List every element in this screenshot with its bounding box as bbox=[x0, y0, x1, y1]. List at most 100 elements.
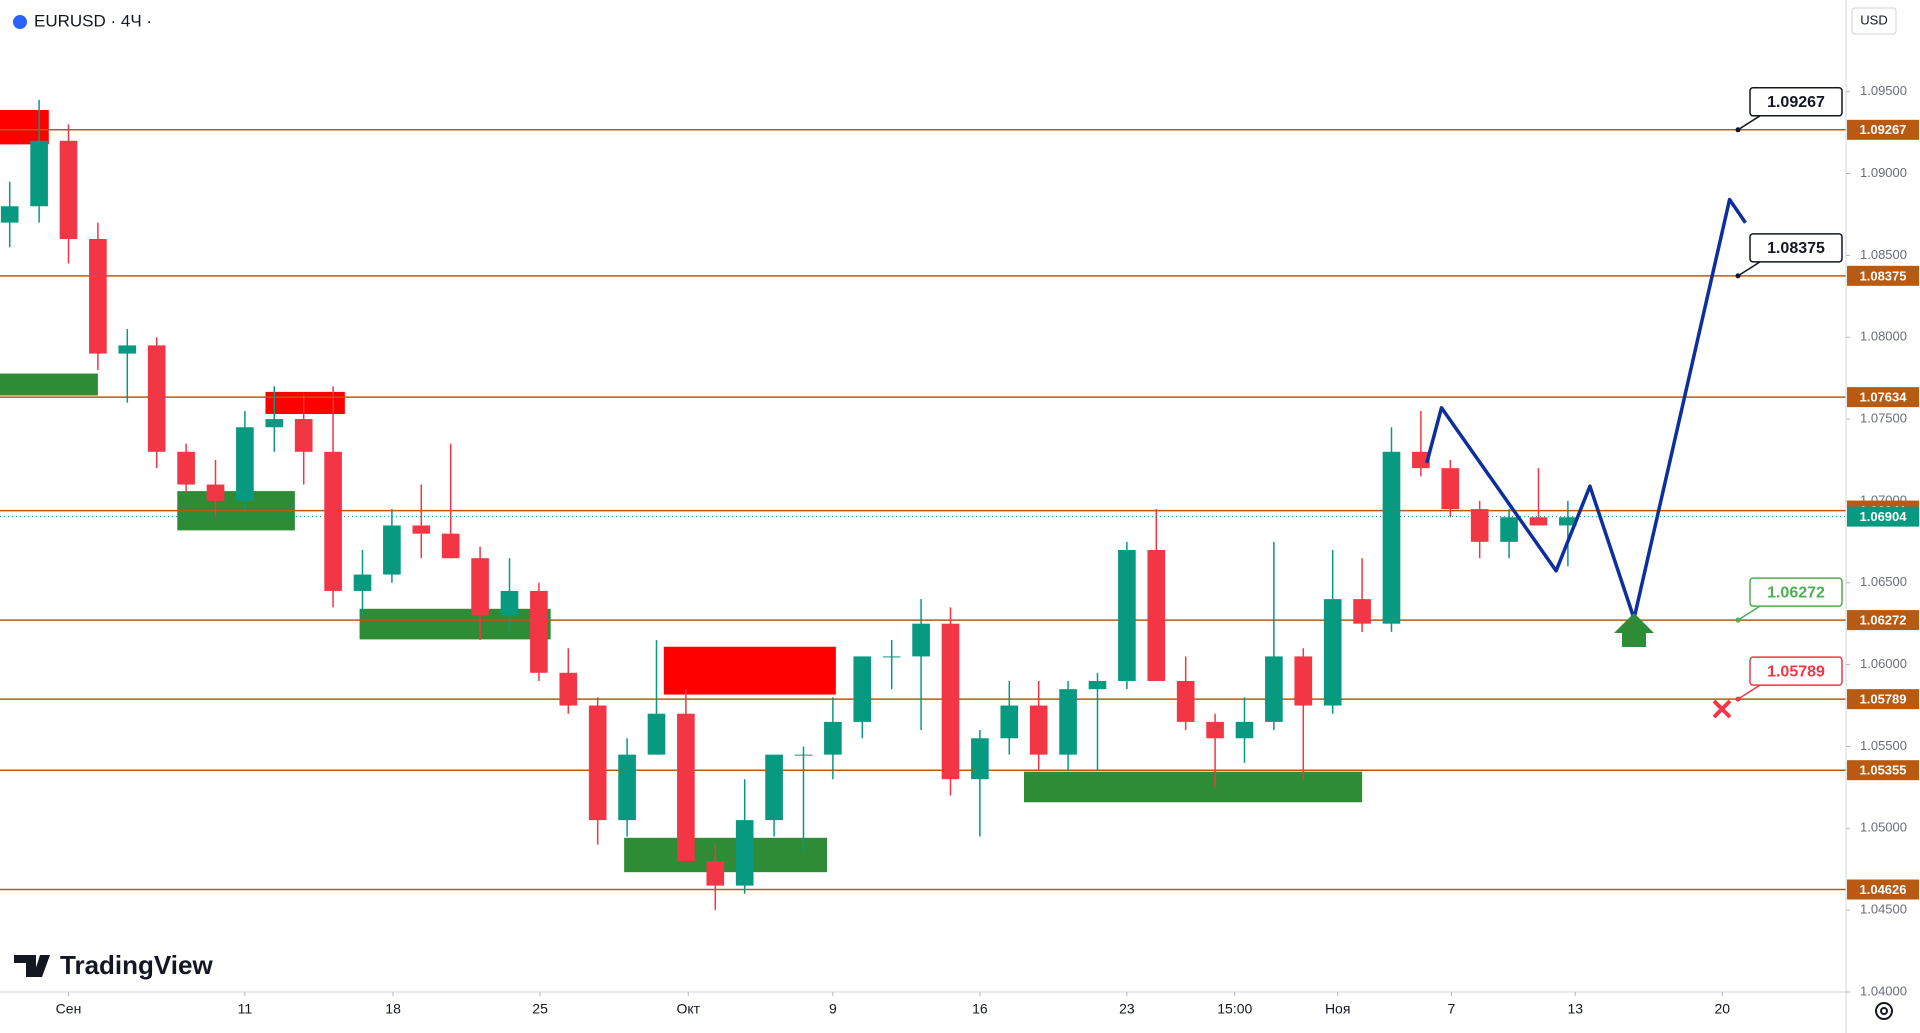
logo: TradingView bbox=[14, 950, 213, 980]
candle-body bbox=[1353, 599, 1371, 624]
level-label-box bbox=[1847, 610, 1919, 631]
settings-icon[interactable] bbox=[1875, 1002, 1893, 1020]
level-label: 1.06272 bbox=[1860, 613, 1907, 628]
zone bbox=[663, 646, 836, 695]
callout-box bbox=[1749, 656, 1843, 686]
callout-pointer bbox=[1737, 115, 1761, 131]
candle-body bbox=[383, 525, 401, 575]
callout-label: 1.06272 bbox=[1767, 584, 1825, 601]
level-label-box bbox=[1847, 689, 1919, 710]
y-tick-label: 1.06500 bbox=[1860, 574, 1907, 589]
candle-body bbox=[1412, 451, 1430, 469]
candle-body bbox=[530, 590, 548, 673]
callout-anchor bbox=[1735, 617, 1741, 623]
candle-body bbox=[853, 656, 872, 722]
y-tick-label: 1.09000 bbox=[1860, 165, 1907, 180]
candle-body bbox=[0, 206, 19, 223]
symbol-title[interactable]: EURUSD · 4Ч · bbox=[34, 11, 152, 30]
levels bbox=[0, 129, 1846, 891]
x-tick-label: 25 bbox=[532, 1001, 548, 1017]
gear-center[interactable] bbox=[1880, 1007, 1888, 1015]
candle-body bbox=[765, 754, 783, 821]
callout-anchor bbox=[1735, 696, 1741, 702]
callout-box bbox=[1749, 233, 1843, 263]
candle-body bbox=[30, 140, 48, 207]
cross-icon bbox=[1712, 699, 1732, 719]
x-tick-label: 16 bbox=[972, 1001, 988, 1017]
level-label-box bbox=[1847, 387, 1919, 408]
x-tick-label: 13 bbox=[1567, 1001, 1583, 1017]
y-tick-label: 1.04500 bbox=[1860, 902, 1907, 917]
callout-label: 1.09267 bbox=[1767, 94, 1825, 111]
candle-body bbox=[618, 754, 636, 821]
up-arrow-icon bbox=[1614, 613, 1654, 647]
x-tick-label: 7 bbox=[1448, 1001, 1456, 1017]
current-price-label: 1.06904 bbox=[1860, 509, 1908, 524]
x-tick-label: 11 bbox=[238, 1001, 253, 1017]
candle-body bbox=[236, 427, 254, 501]
callout-anchor bbox=[1735, 127, 1741, 133]
candle-body bbox=[1529, 517, 1548, 526]
x-tick-label: Ноя bbox=[1325, 1001, 1350, 1017]
gear-ring[interactable] bbox=[1875, 1002, 1893, 1020]
y-tick-label: 1.06000 bbox=[1860, 656, 1907, 671]
candle-body bbox=[471, 558, 489, 616]
zone bbox=[624, 837, 828, 873]
candle-body bbox=[147, 345, 166, 452]
candle-body bbox=[1294, 656, 1313, 706]
y-tick-label: 1.04000 bbox=[1860, 983, 1907, 998]
candle-body bbox=[912, 623, 930, 657]
zone bbox=[1023, 771, 1363, 803]
candle-body bbox=[706, 861, 725, 886]
callout-pointer bbox=[1737, 261, 1761, 277]
x-tick-label: 23 bbox=[1119, 1001, 1135, 1017]
callout-box bbox=[1749, 87, 1843, 117]
candle-body bbox=[1000, 705, 1019, 739]
level-label: 1.08375 bbox=[1860, 268, 1907, 283]
candle-body bbox=[1559, 517, 1577, 526]
candle-body bbox=[1176, 680, 1195, 722]
candle-body bbox=[206, 484, 225, 501]
candle-body bbox=[265, 419, 284, 428]
x-tick-label: Окт bbox=[676, 1001, 700, 1017]
x-tick-label: 15:00 bbox=[1217, 1001, 1252, 1017]
y-tick-label: 1.05500 bbox=[1860, 738, 1907, 753]
symbol-icon bbox=[13, 15, 27, 29]
level-label-box bbox=[1847, 760, 1919, 781]
candle-body bbox=[882, 656, 901, 658]
candle-body bbox=[118, 345, 137, 354]
candle-body bbox=[1059, 689, 1077, 755]
candle-body bbox=[500, 590, 519, 616]
candle-body bbox=[735, 820, 754, 886]
candle-body bbox=[89, 238, 107, 354]
candle-body bbox=[971, 738, 989, 780]
y-tick-label: 1.08000 bbox=[1860, 329, 1907, 344]
zone bbox=[0, 373, 98, 396]
level-label-box bbox=[1847, 879, 1919, 900]
level-label: 1.09267 bbox=[1860, 122, 1907, 137]
level-label-box bbox=[1847, 119, 1919, 140]
x-tick-label: 9 bbox=[829, 1001, 837, 1017]
projection-path bbox=[1425, 197, 1747, 621]
candle-body bbox=[441, 533, 460, 559]
candle-body bbox=[1118, 550, 1136, 681]
candle-body bbox=[559, 672, 578, 706]
candle-body bbox=[1323, 599, 1342, 706]
callout-label: 1.05789 bbox=[1767, 663, 1825, 680]
callout-label: 1.08375 bbox=[1767, 240, 1825, 257]
currency-box[interactable] bbox=[1851, 7, 1897, 35]
candle-body bbox=[824, 721, 842, 755]
candle-body bbox=[1500, 517, 1518, 542]
candles bbox=[0, 99, 1577, 911]
callout-pointer bbox=[1737, 684, 1761, 700]
zone bbox=[359, 608, 551, 640]
callout-anchor bbox=[1735, 273, 1741, 279]
level-label-box bbox=[1847, 265, 1919, 286]
candle-body bbox=[647, 713, 666, 755]
candle-body bbox=[59, 140, 78, 239]
level-label: 1.07634 bbox=[1860, 390, 1908, 405]
currency[interactable]: USD bbox=[1860, 12, 1887, 27]
candle-body bbox=[324, 451, 342, 591]
